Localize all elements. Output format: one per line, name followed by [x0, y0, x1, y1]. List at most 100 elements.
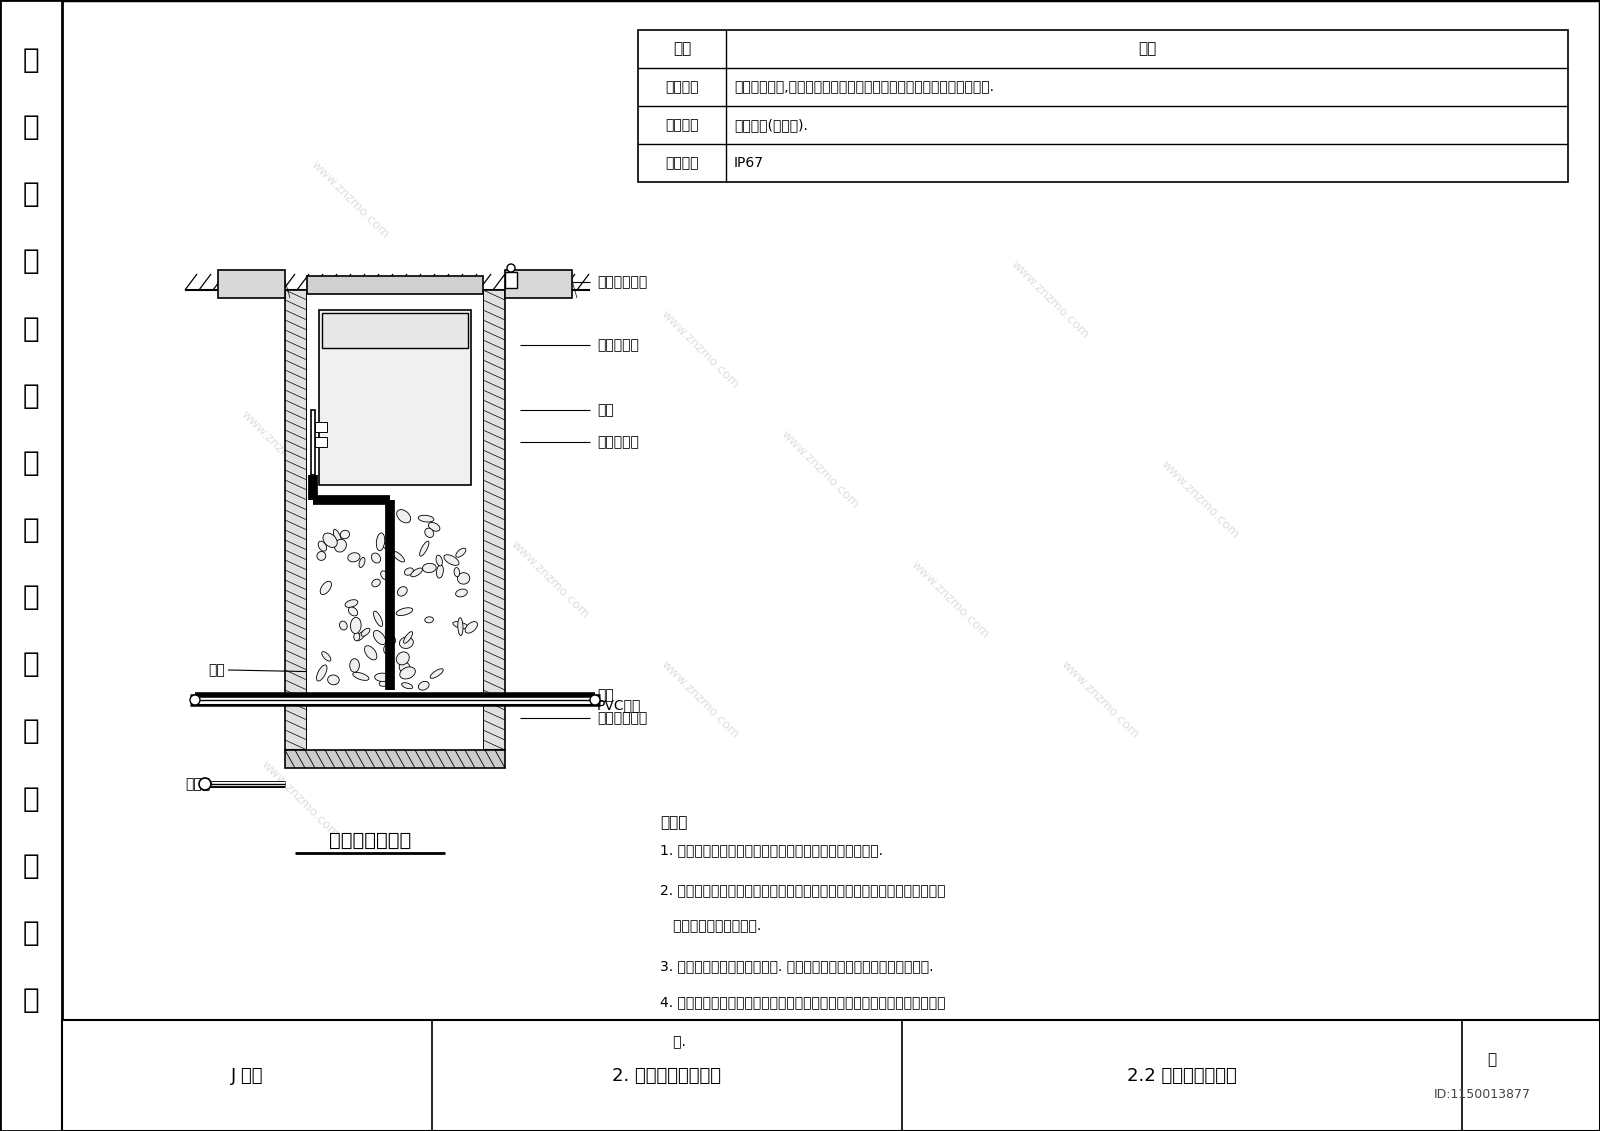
Ellipse shape	[339, 621, 347, 630]
Ellipse shape	[418, 516, 434, 523]
Text: www.znzmo.com: www.znzmo.com	[1008, 258, 1091, 342]
Ellipse shape	[362, 628, 370, 636]
Ellipse shape	[397, 510, 411, 523]
Ellipse shape	[458, 618, 462, 636]
Ellipse shape	[371, 579, 381, 587]
Text: 说明：: 说明：	[661, 815, 688, 830]
Text: 体烤漆处理，耐候防腐.: 体烤漆处理，耐候防腐.	[661, 920, 762, 933]
Text: www.znzmo.com: www.znzmo.com	[1158, 458, 1242, 542]
Ellipse shape	[456, 549, 466, 558]
Ellipse shape	[317, 665, 326, 681]
Ellipse shape	[466, 622, 477, 633]
Text: 适用高度: 适用高度	[666, 118, 699, 132]
Bar	[638, 31, 1568, 182]
Text: www.znzmo.com: www.znzmo.com	[509, 538, 592, 622]
Text: www.znzmo.com: www.znzmo.com	[658, 658, 742, 742]
Ellipse shape	[456, 589, 467, 597]
Ellipse shape	[376, 533, 384, 551]
Ellipse shape	[411, 568, 422, 577]
Ellipse shape	[437, 564, 443, 578]
Bar	[285, 290, 307, 750]
Ellipse shape	[405, 568, 413, 576]
Ellipse shape	[403, 631, 413, 644]
Circle shape	[507, 264, 515, 271]
Ellipse shape	[357, 631, 365, 640]
Text: 化: 化	[22, 314, 40, 343]
Bar	[322, 313, 467, 348]
Text: 页: 页	[1488, 1053, 1496, 1068]
Text: 埋地灯安装大样: 埋地灯安装大样	[330, 830, 411, 849]
Text: 地.: 地.	[661, 1035, 686, 1048]
Text: 观: 观	[22, 113, 40, 141]
Ellipse shape	[349, 607, 358, 616]
Ellipse shape	[318, 541, 326, 551]
Ellipse shape	[418, 681, 429, 690]
Ellipse shape	[400, 637, 413, 648]
Ellipse shape	[402, 683, 413, 689]
Ellipse shape	[400, 667, 416, 679]
Text: www.znzmo.com: www.znzmo.com	[1058, 658, 1142, 742]
Text: 沉头防盗螺丝: 沉头防盗螺丝	[597, 275, 648, 290]
Ellipse shape	[373, 630, 386, 645]
Ellipse shape	[429, 523, 440, 532]
Ellipse shape	[317, 552, 326, 560]
Text: 电缆: 电缆	[597, 688, 614, 702]
Ellipse shape	[333, 529, 342, 546]
Bar	[506, 271, 517, 288]
Text: 气: 气	[22, 449, 40, 477]
Text: 项目: 项目	[674, 42, 691, 57]
Text: 碎石: 碎石	[208, 663, 226, 677]
Text: 电: 电	[22, 382, 40, 409]
Bar	[218, 270, 285, 297]
Text: 安装地面(不积水).: 安装地面(不积水).	[734, 118, 808, 132]
Text: 基: 基	[22, 785, 40, 812]
Text: 渗水管: 渗水管	[186, 777, 210, 791]
Ellipse shape	[422, 563, 437, 572]
Ellipse shape	[350, 658, 360, 672]
Text: www.znzmo.com: www.znzmo.com	[238, 408, 322, 492]
Ellipse shape	[397, 587, 406, 596]
Ellipse shape	[341, 530, 349, 538]
Text: 景: 景	[22, 46, 40, 74]
Text: 灯: 灯	[22, 650, 40, 679]
Ellipse shape	[352, 672, 370, 681]
Text: 标: 标	[22, 516, 40, 544]
Text: www.znzmo.com: www.znzmo.com	[258, 759, 342, 841]
Text: 灯具压埋件: 灯具压埋件	[597, 338, 638, 352]
Ellipse shape	[358, 558, 365, 568]
Ellipse shape	[323, 533, 338, 547]
Text: 园林步道小径,背景墙，亭子，花束等，安装时必须保证灯体安全接地.: 园林步道小径,背景墙，亭子，花束等，安装时必须保证灯体安全接地.	[734, 80, 994, 94]
Text: 4. 适用于建筑立面、雕塑、植物等装饰及照明，安装时必须保证灯体安全接: 4. 适用于建筑立面、雕塑、植物等装饰及照明，安装时必须保证灯体安全接	[661, 995, 946, 1009]
Ellipse shape	[334, 539, 347, 552]
Ellipse shape	[430, 668, 443, 679]
Text: 防护等级: 防护等级	[666, 156, 699, 170]
Text: www.znzmo.com: www.znzmo.com	[778, 429, 862, 511]
Ellipse shape	[381, 571, 389, 579]
Bar	[310, 411, 315, 475]
Ellipse shape	[354, 632, 360, 641]
Bar	[307, 290, 483, 750]
Text: www.znzmo.com: www.znzmo.com	[658, 309, 742, 391]
Ellipse shape	[419, 541, 429, 556]
Text: 2. 主要灯具安装做法: 2. 主要灯具安装做法	[613, 1067, 722, 1085]
Text: 法: 法	[22, 986, 40, 1015]
Bar	[0, 0, 62, 1131]
Ellipse shape	[453, 622, 467, 629]
Text: 做: 做	[22, 918, 40, 947]
Ellipse shape	[424, 528, 434, 537]
Text: PVC线管: PVC线管	[597, 698, 642, 713]
Ellipse shape	[397, 651, 410, 665]
Circle shape	[590, 696, 600, 705]
Text: www.znzmo.com: www.znzmo.com	[358, 638, 442, 722]
Circle shape	[198, 778, 211, 789]
Ellipse shape	[424, 616, 434, 623]
Ellipse shape	[346, 599, 358, 607]
Text: 灯具: 灯具	[597, 403, 614, 417]
Circle shape	[190, 696, 200, 705]
Bar	[483, 290, 506, 750]
Text: 使用区域: 使用区域	[666, 80, 699, 94]
Text: 3. 灯具暗埋装装，见光不见灯. 可配套防炫格栅，灯盖玻片有多种选择.: 3. 灯具暗埋装装，见光不见灯. 可配套防炫格栅，灯盖玻片有多种选择.	[661, 959, 933, 973]
Ellipse shape	[328, 675, 339, 684]
Ellipse shape	[386, 627, 392, 645]
Bar	[309, 510, 482, 692]
